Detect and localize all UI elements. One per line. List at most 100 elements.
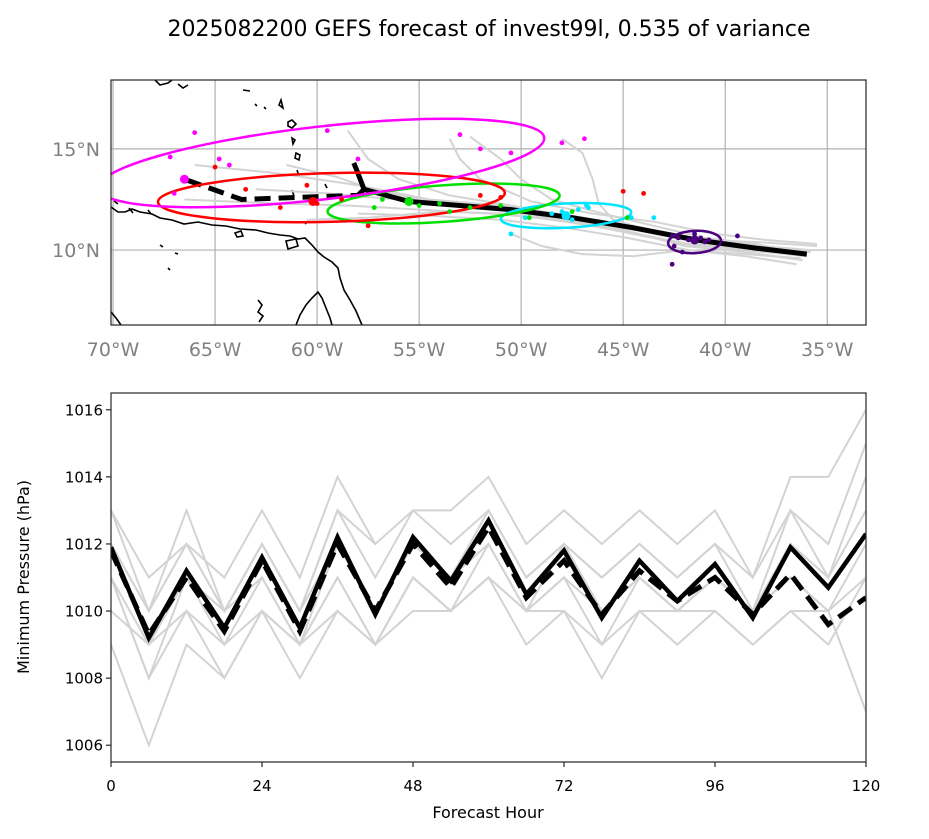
map-y-tick-labels: 15°N 10°N: [52, 139, 100, 262]
forecast-point-h48: [651, 215, 657, 221]
coastline-aruba: [113, 200, 119, 205]
forecast-point-h24: [669, 261, 675, 267]
forecast-point-h72: [498, 203, 504, 208]
y-tick-label: 1008: [65, 670, 103, 688]
pressure-x-axis-label: Forecast Hour: [432, 803, 544, 822]
coastline-bonaire: [147, 209, 152, 215]
pressure-series-member-8: [111, 575, 866, 749]
mean-marker-h72: [404, 196, 414, 206]
x-tick-label: 48: [403, 777, 422, 795]
mean-marker-h120: [179, 174, 189, 184]
y-tick-label: 1012: [65, 535, 103, 553]
forecast-point-h120: [171, 190, 177, 196]
x-tick-label: 120: [852, 777, 881, 795]
forecast-point-h24: [692, 231, 697, 237]
forecast-point-h96: [243, 186, 249, 192]
forecast-positions: [167, 128, 740, 267]
forecast-point-h96: [339, 197, 344, 202]
coastline-island-3: [254, 103, 258, 107]
map-y-tick-label: 15°N: [52, 139, 100, 161]
forecast-point-h24: [675, 235, 681, 241]
map-y-tick-label: 10°N: [52, 240, 100, 262]
x-tick-label: 0: [106, 777, 116, 795]
coastline-martinique: [294, 151, 301, 162]
forecast-point-h72: [447, 209, 453, 215]
forecast-point-h96: [498, 195, 504, 200]
forecast-point-h72: [526, 215, 532, 221]
x-tick-label: 96: [705, 777, 724, 795]
coastline-south: [256, 299, 265, 323]
ensemble-mean-track: [351, 162, 808, 257]
coastline-guadeloupe: [287, 119, 298, 129]
map-x-tick-label: 55°W: [393, 339, 446, 361]
coastline-west-edge: [111, 311, 122, 325]
map-x-tick-label: 65°W: [189, 339, 242, 361]
coastline-guyana: [295, 290, 333, 325]
forecast-point-h24: [679, 249, 685, 255]
map-x-tick-label: 35°W: [801, 339, 854, 361]
forecast-point-h96: [620, 188, 626, 194]
forecast-point-h96: [277, 205, 283, 210]
forecast-point-h24: [669, 233, 675, 239]
forecast-point-h96: [304, 182, 310, 188]
mean-marker-h96: [308, 196, 318, 206]
forecast-point-h48: [584, 203, 589, 208]
coastline-island-4: [263, 106, 267, 110]
y-tick-label: 1016: [65, 401, 103, 419]
coastline-venezuela: [111, 206, 363, 325]
ensemble-member-track: [510, 232, 801, 260]
coastline-islet-c: [167, 267, 171, 271]
track-map-panel: 70°W 65°W 60°W 55°W 50°W 45°W 40°W 35°W 15°N 10°…: [52, 79, 867, 361]
pressure-series: [111, 409, 866, 749]
map-x-tick-labels: 70°W 65°W 60°W 55°W 50°W 45°W 40°W 35°W: [87, 339, 854, 361]
pressure-series-member-1: [111, 409, 866, 580]
forecast-point-h24: [698, 235, 704, 241]
coastline-pr: [154, 80, 173, 86]
forecast-point-h72: [624, 215, 630, 221]
forecast-point-h24: [702, 239, 708, 245]
ensemble-member-track: [469, 135, 807, 256]
forecast-point-h48: [628, 215, 634, 221]
forecast-point-h120: [559, 140, 565, 146]
uncertainty-ellipses: [111, 117, 723, 255]
forecast-point-h48: [549, 211, 555, 217]
coastline-barbados: [324, 183, 328, 189]
y-tick-label: 1010: [65, 603, 103, 621]
ellipse-96h: [156, 171, 507, 224]
figure-title: 2025082200 GEFS forecast of invest99l, 0…: [168, 17, 811, 42]
forecast-point-h120: [508, 150, 514, 156]
y-tick-label: 1006: [65, 737, 103, 755]
pressure-y-ticks: 1006 1008 1010 1012 1014 1016: [65, 401, 111, 755]
pressure-series-member-2: [111, 442, 866, 614]
forecast-point-h120: [457, 132, 463, 138]
coastline-trinidad: [285, 238, 299, 251]
coastline-lesser-antilles-2: [242, 89, 251, 92]
forecast-point-h72: [416, 203, 422, 208]
forecast-point-h96: [365, 223, 371, 229]
forecast-point-h120: [226, 162, 232, 168]
pressure-panel: 0 24 48 72 96 120 1006 1008 1010 1012 1014 1016 Fo…: [14, 392, 880, 822]
coastline-lesser-antilles-1: [177, 83, 189, 89]
forecast-point-h120: [216, 156, 222, 162]
map-x-tick-label: 70°W: [87, 339, 140, 361]
coastline-islet-b: [174, 252, 179, 255]
ensemble-member-track: [357, 212, 797, 266]
ellipse-72h: [326, 182, 561, 225]
pressure-series-mean: [111, 515, 866, 644]
forecast-point-h48: [575, 207, 581, 212]
pressure-series-member-9: [111, 508, 376, 614]
y-tick-label: 1014: [65, 468, 103, 486]
forecast-point-h120: [167, 154, 173, 160]
forecast-point-h24: [686, 237, 691, 243]
forecast-point-h120: [477, 146, 483, 152]
map-frame: [110, 79, 867, 326]
mean-marker-h48: [561, 211, 571, 221]
map-x-tick-label: 45°W: [597, 339, 650, 361]
x-tick-label: 24: [252, 777, 271, 795]
forecast-point-h96: [212, 164, 218, 170]
coastline-margarita: [233, 230, 245, 238]
forecast-point-h72: [379, 197, 385, 202]
pressure-x-ticks: 0 24 48 72 96 120: [106, 762, 880, 795]
map-x-tick-label: 60°W: [291, 339, 344, 361]
